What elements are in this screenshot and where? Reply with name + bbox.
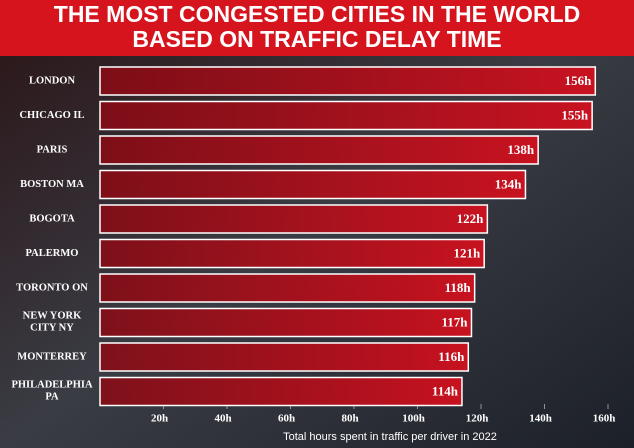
value-label: 118h <box>445 280 472 295</box>
category-label: BOGOTA <box>29 213 75 224</box>
category-label: PARIS <box>37 144 68 155</box>
x-tick-label: 120h <box>466 413 489 425</box>
category-label: LONDON <box>29 75 76 86</box>
bar <box>99 169 527 200</box>
value-label: 114h <box>432 383 459 398</box>
x-tick-label: 80h <box>341 413 358 425</box>
bar <box>99 273 476 303</box>
category-label: MONTERREY <box>17 351 87 362</box>
bar <box>99 100 593 131</box>
category-label: BOSTON MA <box>20 179 84 190</box>
value-label: 155h <box>561 107 589 122</box>
chart-title: BASED ON TRAFFIC DELAY TIME <box>132 26 501 52</box>
x-tick-label: 140h <box>529 413 552 425</box>
value-label: 134h <box>495 176 523 191</box>
category-label: TORONTO ON <box>16 282 88 293</box>
value-label: 138h <box>507 142 535 157</box>
value-label: 122h <box>457 211 485 226</box>
bar <box>99 204 489 234</box>
value-label: 117h <box>441 314 468 329</box>
category-label: PHILADELPHIA PA <box>11 380 93 403</box>
x-tick-label: 160h <box>593 413 616 425</box>
bar <box>99 238 485 269</box>
x-axis-label: Total hours spent in traffic per driver … <box>283 431 497 443</box>
x-tick-label: 60h <box>278 413 295 425</box>
x-tick-label: 100h <box>402 413 425 425</box>
bar <box>99 342 470 372</box>
category-label: CHICAGO IL <box>19 110 84 121</box>
value-label: 116h <box>438 349 465 364</box>
bar <box>99 135 539 165</box>
bar <box>99 66 597 96</box>
category-label: NEW YORK CITY NY <box>23 311 82 334</box>
x-tick-label: 20h <box>151 413 168 425</box>
value-label: 156h <box>565 73 593 88</box>
value-label: 121h <box>453 245 481 260</box>
bar <box>99 307 473 338</box>
header <box>0 0 634 56</box>
chart-title: THE MOST CONGESTED CITIES IN THE WORLD <box>54 1 580 27</box>
x-tick-label: 40h <box>214 413 231 425</box>
bar <box>99 376 463 407</box>
category-label: PALERMO <box>26 248 79 259</box>
